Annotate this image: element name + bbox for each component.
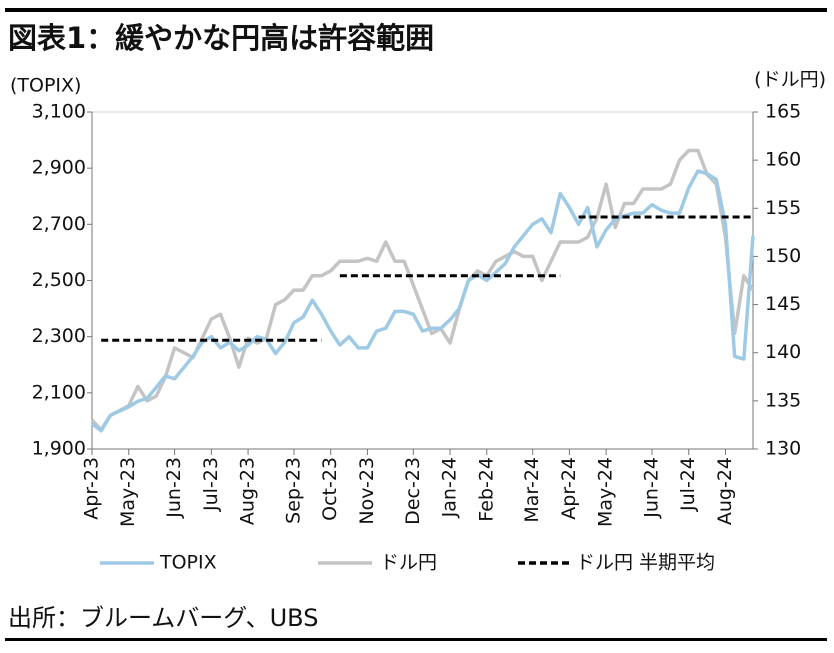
x-tick-label: Oct-23: [319, 457, 341, 521]
y2-tick-label: 135: [765, 389, 801, 411]
x-tick-label: Feb-24: [475, 457, 497, 522]
chart-title: 図表1：緩やかな円高は許容範囲: [8, 21, 434, 55]
legend-label: ドル円: [380, 552, 437, 574]
y-axis-label: (TOPIX): [10, 75, 81, 97]
y-tick-label: 2,100: [32, 381, 86, 403]
y-tick-label: 1,900: [32, 438, 86, 460]
y2-axis-label: (ドル円): [754, 69, 826, 91]
x-tick-label: May-23: [117, 457, 139, 527]
x-tick-label: Jun-23: [163, 457, 185, 519]
source: 出所：ブルームバーグ、UBS: [8, 604, 318, 632]
y2-tick-label: 155: [765, 197, 801, 219]
y2-tick-label: 140: [765, 341, 801, 363]
y-tick-label: 2,700: [32, 213, 86, 235]
x-tick-label: Apr-24: [558, 457, 580, 520]
x-tick-label: Jul-23: [200, 457, 222, 512]
x-tick-label: Jan-24: [439, 457, 461, 518]
y2-tick-label: 145: [765, 293, 801, 315]
x-tick-label: Nov-23: [356, 457, 378, 525]
y2-tick-label: 165: [765, 101, 801, 123]
y-tick-label: 2,900: [32, 157, 86, 179]
y2-tick-label: 160: [765, 149, 801, 171]
y-tick-label: 3,100: [32, 101, 86, 123]
legend-label: ドル円 半期平均: [576, 552, 715, 574]
title-rule: [5, 8, 827, 12]
series-line: [90, 169, 755, 433]
footer-rule: [5, 638, 827, 641]
series-line: [101, 215, 753, 342]
plot-frame: [91, 111, 754, 450]
series-line: [90, 148, 755, 432]
y-tick-label: 2,300: [32, 325, 86, 347]
x-tick-label: Aug-24: [714, 457, 736, 525]
x-tick-label: May-24: [595, 457, 617, 527]
y2-tick-label: 150: [765, 245, 801, 267]
x-tick-label: Aug-23: [237, 457, 259, 525]
x-tick-label: Apr-23: [81, 457, 103, 520]
y2-tick-label: 130: [765, 438, 801, 460]
y-tick-label: 2,500: [32, 269, 86, 291]
x-tick-label: Mar-24: [521, 457, 543, 523]
x-tick-label: Jun-24: [641, 457, 663, 519]
x-tick-label: Dec-23: [402, 457, 424, 525]
legend-label: TOPIX: [159, 552, 217, 574]
x-tick-label: Jul-24: [677, 457, 699, 512]
x-tick-label: Sep-23: [282, 457, 304, 524]
